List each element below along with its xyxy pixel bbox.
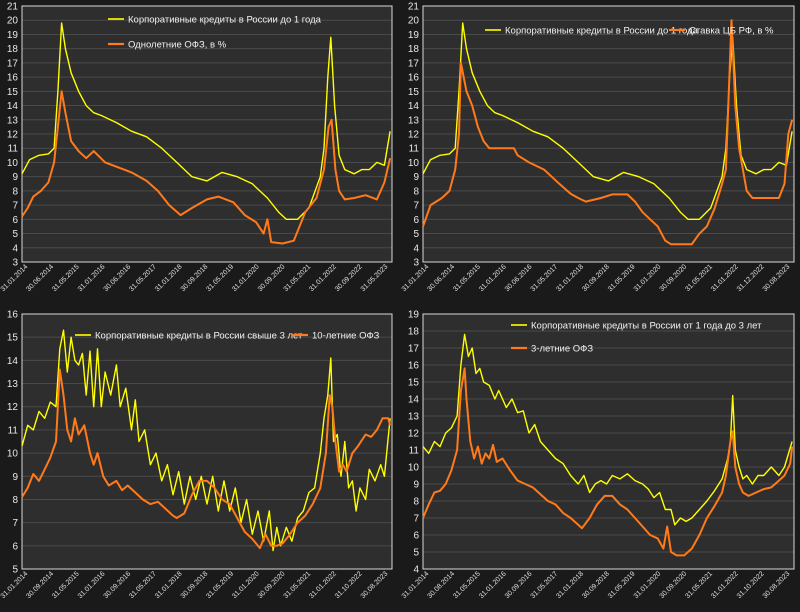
series-line-1 [422,22,793,221]
y-tick-label: 6 [12,215,18,226]
y-tick-label: 15 [408,87,420,98]
x-tick-label: 30.08.2023 [762,570,792,600]
y-tick-label: 15 [7,333,19,344]
y-tick-label: 19 [408,30,420,41]
series-line-2 [21,90,392,245]
y-tick-label: 12 [7,130,19,141]
y-tick-label: 10 [408,463,420,474]
y-tick-label: 19 [408,310,420,321]
y-tick-label: 7 [12,201,18,212]
plot-area [423,314,794,569]
series-line-1 [21,22,391,221]
y-tick-label: 10 [408,158,420,169]
legend-label: 10-летние ОФЗ [312,331,380,342]
y-tick-label: 21 [408,2,420,13]
y-tick-label: 12 [408,130,420,141]
y-tick-label: 12 [7,402,19,413]
y-tick-label: 15 [7,87,19,98]
legend-label: 3-летние ОФЗ [531,344,593,355]
y-tick-label: 18 [408,327,420,338]
y-tick-label: 15 [408,378,420,389]
x-tick-label: 31.05.2023 [360,263,390,293]
y-tick-label: 5 [12,229,18,240]
y-tick-label: 13 [7,115,19,126]
y-tick-label: 16 [408,73,420,84]
chart-panel-1: 345678910111213141516171819202131.01.201… [0,2,393,293]
plot-frame [422,313,795,570]
y-tick-label: 6 [413,531,419,542]
y-tick-label: 3 [413,258,419,269]
y-tick-label: 14 [7,356,19,367]
y-tick-label: 14 [408,101,420,112]
y-tick-label: 8 [413,497,419,508]
y-tick-label: 17 [408,344,420,355]
y-tick-label: 13 [408,115,420,126]
chart-panel-3: 567891011121314151631.01.201430.09.20143… [0,310,393,600]
y-tick-label: 4 [413,243,419,254]
y-tick-label: 13 [7,379,19,390]
y-tick-label: 16 [7,310,19,321]
y-tick-label: 9 [12,472,18,483]
y-tick-label: 10 [7,449,19,460]
y-tick-label: 18 [7,44,19,55]
y-tick-label: 16 [7,73,19,84]
y-tick-label: 11 [409,446,420,457]
series-line-2 [21,368,392,550]
y-tick-label: 9 [12,172,18,183]
y-tick-label: 13 [408,412,420,423]
legend-label: Корпоративные кредиты в России от 1 года… [531,321,762,332]
y-tick-label: 17 [7,58,19,69]
y-tick-label: 17 [408,58,420,69]
y-tick-label: 8 [12,495,18,506]
y-tick-label: 7 [413,514,419,525]
y-tick-label: 18 [408,44,420,55]
y-tick-label: 11 [8,144,19,155]
series-line-2 [422,19,794,246]
y-tick-label: 6 [413,215,419,226]
legend-label: Корпоративные кредиты в России до 1 года [128,15,322,26]
plot-area [22,314,392,569]
y-tick-label: 20 [7,16,19,27]
y-tick-label: 12 [408,429,420,440]
y-tick-label: 14 [408,395,420,406]
legend-label: Корпоративные кредиты в России свыше 3 л… [95,331,303,342]
plot-frame [21,313,393,570]
series-line-2 [422,367,794,557]
chart-panel-2: 345678910111213141516171819202131.01.201… [401,2,795,293]
legend-label: Однолетние ОФЗ, в % [128,40,227,51]
legend-label: Корпоративные кредиты в России до 1 года [505,26,699,37]
y-tick-label: 10 [7,158,19,169]
y-tick-label: 6 [12,541,18,552]
chart-panel-4: 4567891011121314151617181931.01.201430.0… [401,310,795,600]
y-tick-label: 3 [12,258,18,269]
y-tick-label: 5 [413,229,419,240]
plot-frame [422,5,795,263]
x-tick-label: 30.08.2023 [360,570,390,600]
y-tick-label: 8 [12,186,18,197]
legend-label: Ставка ЦБ РФ, в % [689,26,774,37]
y-tick-label: 5 [12,565,18,576]
y-tick-label: 7 [12,518,18,529]
y-tick-label: 5 [413,548,419,559]
x-tick-label: 30.08.2023 [762,263,792,293]
y-tick-label: 9 [413,480,419,491]
y-tick-label: 21 [7,2,19,13]
y-tick-label: 11 [409,144,420,155]
y-tick-label: 8 [413,186,419,197]
y-tick-label: 11 [8,425,19,436]
y-tick-label: 4 [12,243,18,254]
series-line-1 [422,333,793,526]
y-tick-label: 20 [408,16,420,27]
y-tick-label: 7 [413,201,419,212]
y-tick-label: 9 [413,172,419,183]
plot-frame [21,5,393,263]
y-tick-label: 16 [408,361,420,372]
y-tick-label: 4 [413,565,419,576]
y-tick-label: 19 [7,30,19,41]
y-tick-label: 14 [7,101,19,112]
